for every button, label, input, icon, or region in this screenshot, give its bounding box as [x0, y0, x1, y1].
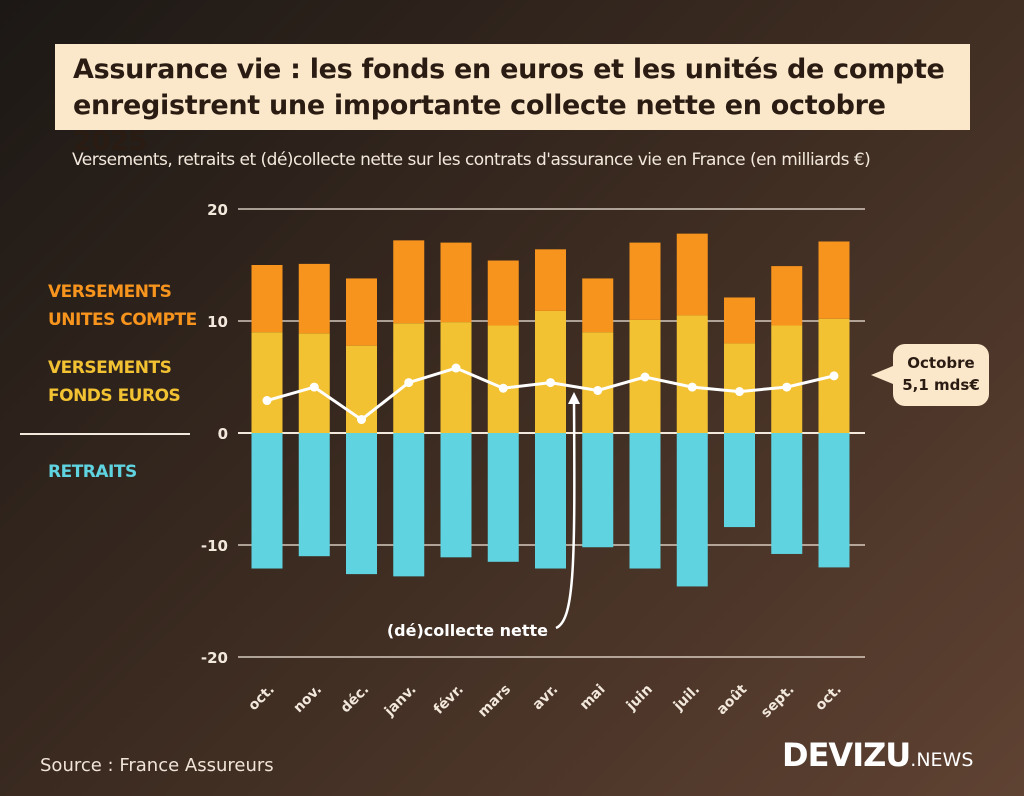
- net-point: [687, 382, 697, 392]
- bar-retraits: [487, 433, 519, 562]
- bar-unites-compte: [629, 242, 661, 320]
- x-tick-label: nov.: [291, 682, 326, 717]
- net-point: [498, 383, 508, 393]
- x-tick-label: déc.: [338, 682, 373, 717]
- y-tick-label: 20: [207, 201, 228, 219]
- title-line-1: Assurance vie : les fonds en euros et le…: [73, 54, 945, 85]
- bar-fonds-euros: [487, 325, 519, 433]
- bar-retraits: [346, 433, 377, 575]
- net-point: [829, 371, 839, 381]
- bar-retraits: [251, 433, 283, 569]
- y-tick-label: -10: [201, 537, 228, 555]
- bar-unites-compte: [440, 242, 472, 323]
- bar-fonds-euros: [582, 332, 614, 433]
- bar-retraits: [535, 433, 566, 569]
- title-line-2: enregistrent une importante collecte net…: [73, 90, 886, 157]
- bar-retraits: [771, 433, 803, 554]
- bar-retraits: [818, 433, 850, 568]
- annotation-label: (dé)collecte nette: [387, 621, 548, 640]
- bar-fonds-euros: [676, 315, 708, 433]
- october-callout: Octobre 5,1 mds€: [871, 344, 989, 406]
- legend-fe-line1: VERSEMENTS: [48, 358, 172, 378]
- x-tick-label: févr.: [431, 682, 467, 718]
- bar-unites-compte: [393, 240, 425, 324]
- bar-unites-compte: [676, 233, 708, 316]
- bar-unites-compte: [535, 249, 566, 311]
- callout-line2: 5,1 mds€: [902, 376, 980, 394]
- bar-fonds-euros: [771, 325, 803, 433]
- subtitle: Versements, retraits et (dé)collecte net…: [72, 150, 871, 170]
- net-point: [404, 378, 414, 388]
- net-point: [735, 387, 744, 397]
- y-tick-label: 0: [218, 425, 228, 443]
- net-point: [451, 363, 461, 373]
- logo-suffix: .NEWS: [910, 749, 974, 771]
- callout-line1: Octobre: [907, 354, 975, 372]
- net-point: [309, 382, 319, 392]
- legend-uc-line2: UNITES COMPTE: [48, 310, 197, 330]
- legend-retraits: RETRAITS: [48, 462, 137, 482]
- bar-unites-compte: [818, 241, 850, 319]
- bar-unites-compte: [724, 297, 755, 344]
- x-tick-label: juin: [623, 682, 656, 715]
- bar-unites-compte: [298, 263, 330, 334]
- bar-retraits: [724, 433, 755, 528]
- bar-retraits: [629, 433, 661, 569]
- bar-unites-compte: [487, 260, 519, 326]
- legend-divider: [20, 433, 190, 435]
- bar-unites-compte: [771, 266, 803, 326]
- legend-fe-line2: FONDS EUROS: [48, 386, 181, 406]
- y-tick-label: 10: [207, 313, 228, 331]
- source: Source : France Assureurs: [40, 755, 274, 776]
- bar-retraits: [676, 433, 708, 587]
- bar-retraits: [440, 433, 472, 558]
- bar-unites-compte: [582, 278, 614, 333]
- bar-fonds-euros: [440, 322, 472, 433]
- x-tick-label: août: [714, 681, 751, 718]
- annotation-arrow: [555, 399, 576, 630]
- logo-main: DEVIZU: [782, 736, 911, 774]
- x-tick-label: sept.: [758, 682, 798, 722]
- bar-retraits: [298, 433, 330, 557]
- bar-retraits: [582, 433, 614, 548]
- x-tick-label: mars: [475, 682, 514, 721]
- bar-unites-compte: [346, 278, 377, 346]
- x-tick-label: avr.: [530, 682, 562, 714]
- bar-retraits: [393, 433, 425, 577]
- x-tick-label: oct.: [245, 682, 277, 714]
- title-box: Assurance vie : les fonds en euros et le…: [55, 44, 970, 157]
- bar-unites-compte: [251, 265, 283, 333]
- net-point: [546, 378, 555, 388]
- x-tick-label: juil.: [670, 682, 703, 715]
- y-tick-label: -20: [201, 649, 228, 667]
- logo: DEVIZU.NEWS: [782, 736, 973, 774]
- net-point: [782, 382, 792, 392]
- legend-unites-compte: VERSEMENTS UNITES COMPTE: [48, 278, 197, 334]
- net-point: [640, 372, 650, 382]
- legend-fonds-euros: VERSEMENTS FONDS EUROS: [48, 354, 181, 410]
- x-tick-label: oct.: [812, 682, 844, 714]
- legend-uc-line1: VERSEMENTS: [48, 282, 172, 302]
- x-tick-label: mai: [577, 682, 609, 714]
- net-point: [262, 396, 272, 406]
- net-point: [593, 385, 603, 395]
- bar-fonds-euros: [535, 310, 566, 433]
- bar-fonds-euros: [251, 332, 283, 433]
- annotation-arrowhead: [568, 392, 580, 404]
- x-tick-label: janv.: [381, 682, 420, 721]
- net-point: [357, 415, 366, 425]
